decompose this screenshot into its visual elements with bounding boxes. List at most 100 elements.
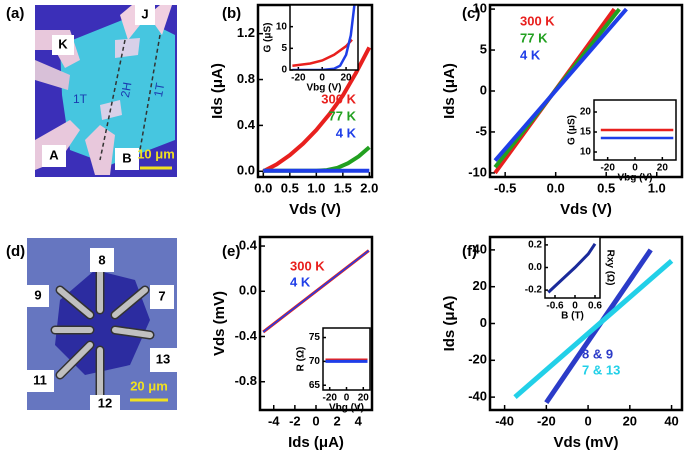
axes-frame xyxy=(544,236,601,299)
y-tick-label: 20 xyxy=(473,278,487,293)
y-tick-label: -0.8 xyxy=(235,373,257,388)
y-axis-label: Ids (μA) xyxy=(441,63,458,119)
y-tick-label: -10 xyxy=(468,164,487,179)
image-label: 8 xyxy=(98,252,105,267)
y-axis-label: R (Ω) xyxy=(296,347,307,372)
y-tick-label: 10 xyxy=(473,1,487,16)
y-tick-label: 65 xyxy=(309,380,321,391)
x-tick-label: 0 xyxy=(632,163,638,174)
image-label: 1T xyxy=(151,81,167,98)
x-tick-label: -20 xyxy=(537,413,556,428)
x-tick-label: 2.0 xyxy=(360,180,378,195)
x-tick-label: -20 xyxy=(291,73,306,84)
y-tick-label: -20 xyxy=(468,352,487,367)
x-tick-label: -20 xyxy=(600,163,615,174)
axes-frame xyxy=(322,327,371,391)
data-line xyxy=(547,242,597,294)
image-a: (a) K J A B 1T 2H 1T 10 μm xyxy=(6,5,177,177)
x-tick-label: -4 xyxy=(268,413,280,428)
y-tick-label: -40 xyxy=(468,389,487,404)
image-label: 9 xyxy=(34,287,41,302)
panel-label: (c) xyxy=(462,5,480,22)
y-tick-label: 0 xyxy=(480,82,487,97)
y-tick-label: -5 xyxy=(475,123,487,138)
x-tick-label: 0.5 xyxy=(597,180,615,195)
legend-label: 300 K xyxy=(321,91,356,106)
axes-frame xyxy=(258,235,374,412)
data-line xyxy=(493,7,628,162)
x-tick-label: 20 xyxy=(657,163,669,174)
panel-label: (f) xyxy=(462,243,477,260)
legend-label: 4 K xyxy=(336,125,357,140)
x-tick-label: -0.6 xyxy=(546,301,564,312)
x-tick-label: 0 xyxy=(319,73,325,84)
x-tick-label: 1.0 xyxy=(648,180,666,195)
panel-label: (a) xyxy=(6,5,24,22)
y-tick-label: 0.2 xyxy=(528,240,542,251)
image-label: B xyxy=(122,150,131,165)
y-tick-label: 15 xyxy=(580,127,592,138)
scale-bar-label: 10 μm xyxy=(137,146,175,161)
image-d: (d) 8 9 7 13 11 12 20 μm xyxy=(6,238,177,410)
x-tick-label: 0 xyxy=(344,393,350,404)
data-line xyxy=(263,145,371,173)
data-line xyxy=(262,250,370,333)
image-label: A xyxy=(49,147,59,162)
scale-bar-label: 20 μm xyxy=(130,378,168,393)
x-tick-label: 4 xyxy=(355,413,363,428)
y-axis-label: G (μS) xyxy=(567,115,578,145)
legend-label: 7 & 13 xyxy=(582,362,620,377)
x-tick-label: -0.5 xyxy=(494,180,516,195)
legend-label: 77 K xyxy=(520,30,548,45)
axes-frame xyxy=(593,99,677,161)
x-tick-label: 0 xyxy=(584,413,591,428)
x-tick-label: 0 xyxy=(572,301,578,312)
y-tick-label: 10 xyxy=(580,147,592,158)
x-tick-label: 1.5 xyxy=(334,180,352,195)
y-tick-label: 75 xyxy=(309,332,321,343)
x-tick-label: -20 xyxy=(322,393,337,404)
panel-label: (e) xyxy=(222,243,240,260)
image-label: 7 xyxy=(158,288,165,303)
axes-frame xyxy=(488,3,684,179)
y-tick-label: 0.8 xyxy=(237,71,255,86)
x-tick-label: 0.0 xyxy=(254,180,272,195)
y-tick-label: 10 xyxy=(276,21,288,32)
image-label: 13 xyxy=(156,351,170,366)
panel-label: (d) xyxy=(6,243,25,260)
y-tick-label: 0.4 xyxy=(237,117,256,132)
legend-label: 4 K xyxy=(290,274,311,289)
y-axis-label: Rxy (Ω) xyxy=(604,250,615,286)
y-tick-label: 0 xyxy=(281,65,287,76)
legend-label: 4 K xyxy=(520,47,541,62)
image-label: K xyxy=(58,36,68,51)
y-tick-label: 20 xyxy=(580,107,592,118)
y-tick-label: 0.0 xyxy=(239,283,257,298)
x-axis-label: Vbg (V) xyxy=(329,403,364,414)
legend-label: 77 K xyxy=(329,108,357,123)
y-tick-label: 0.0 xyxy=(528,262,542,273)
x-tick-label: 1.0 xyxy=(307,180,325,195)
y-axis-label: Ids (μA) xyxy=(441,296,458,352)
panel-label: (b) xyxy=(222,5,241,22)
y-tick-label: 5 xyxy=(480,41,487,56)
legend-label: 300 K xyxy=(290,258,325,273)
image-label: 11 xyxy=(33,372,47,387)
y-axis-label: G (μS) xyxy=(263,22,274,52)
data-line xyxy=(262,46,372,174)
x-tick-label: 20 xyxy=(341,73,353,84)
y-tick-label: 70 xyxy=(309,356,321,367)
x-axis-label: B (T) xyxy=(561,311,584,322)
y-tick-label: 1.2 xyxy=(237,25,255,40)
x-tick-label: 20 xyxy=(623,413,637,428)
x-tick-label: -2 xyxy=(289,413,301,428)
image-label: 1T xyxy=(73,92,88,106)
x-tick-label: 0.0 xyxy=(547,180,565,195)
x-axis-label: Vbg (V) xyxy=(307,83,342,94)
axes-frame xyxy=(289,4,359,71)
data-line xyxy=(292,38,353,67)
image-label: J xyxy=(141,6,148,21)
legend-label: 8 & 9 xyxy=(582,346,613,361)
x-tick-label: 2 xyxy=(334,413,341,428)
